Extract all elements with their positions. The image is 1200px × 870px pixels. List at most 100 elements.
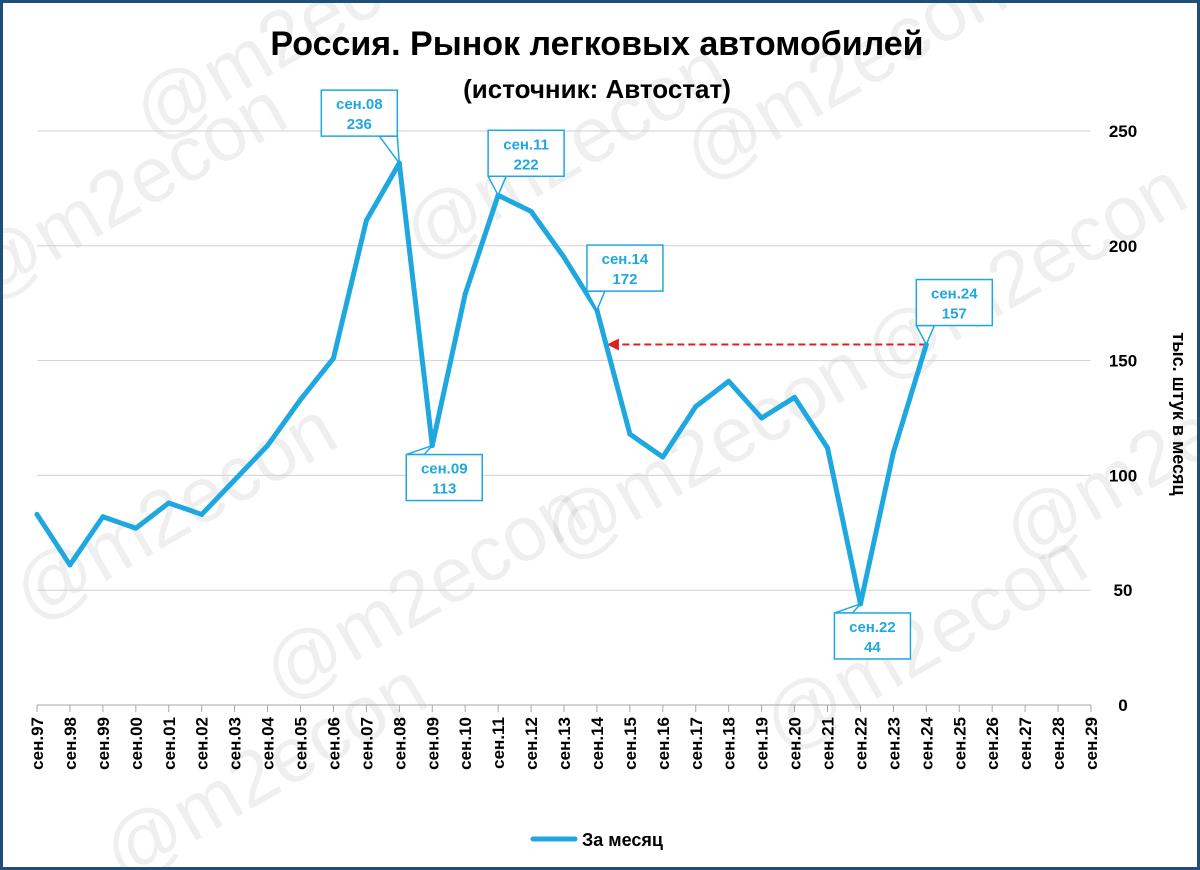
y-tick-label: 150	[1109, 352, 1137, 371]
x-tick-label: сен.20	[786, 717, 805, 770]
data-point	[462, 291, 468, 297]
x-tick-label: сен.99	[94, 717, 113, 770]
x-tick-label: сен.29	[1082, 717, 1101, 770]
series-line-za-mesyats	[34, 160, 929, 607]
data-point	[561, 254, 567, 260]
y-tick-label: 100	[1109, 466, 1137, 485]
x-tick-label: сен.16	[654, 717, 673, 770]
x-tick-label: сен.26	[983, 717, 1002, 770]
data-point	[825, 445, 830, 451]
callout-pointer	[378, 135, 401, 164]
chart-title: Россия. Рынок легковых автомобилей	[270, 25, 923, 63]
y-axis-tick-labels: 0 50 100 150 200 250	[1109, 122, 1137, 715]
callout-сен-24: сен.24 157	[915, 278, 994, 346]
y-axis-title: тыс. штук в месяц	[1169, 332, 1189, 495]
chart-subtitle: (источник: Автостат)	[463, 74, 731, 104]
callout-box	[405, 453, 483, 502]
data-point	[166, 500, 172, 506]
x-tick-label: сен.27	[1016, 717, 1035, 770]
x-tick-label: сен.24	[917, 716, 936, 769]
callout-layer: сен.08236сен.09113сен.11222сен.14172сен.…	[320, 89, 994, 660]
y-tick-label: 0	[1118, 696, 1127, 715]
x-tick-label: сен.98	[61, 717, 80, 770]
data-point	[330, 355, 336, 361]
callout-value: 222	[514, 156, 539, 173]
callout-сен-11: сен.11 222	[487, 129, 565, 197]
reference-arrow-head	[606, 338, 619, 351]
callout-box	[833, 612, 912, 660]
x-tick-label: сен.03	[226, 717, 245, 770]
x-tick-label: сен.22	[851, 717, 870, 770]
x-tick-label: сен.97	[28, 717, 47, 770]
line-chart: @m2econ@m2econ@m2econ@m2econ@m2econ@m2ec…	[3, 3, 1197, 867]
callout-box	[320, 89, 399, 137]
x-tick-label: сен.01	[160, 717, 179, 770]
callout-label: сен.08	[336, 96, 383, 113]
callout-box	[586, 244, 664, 292]
callout-value: 172	[612, 271, 637, 288]
data-point	[726, 378, 732, 384]
x-tick-label: сен.06	[324, 717, 343, 770]
x-tick-label: сен.11	[489, 717, 508, 769]
callout-value: 113	[432, 481, 456, 498]
callout-pointer	[833, 603, 862, 614]
watermark-text: @m2econ	[988, 323, 1198, 578]
x-tick-label: сен.02	[193, 717, 212, 770]
data-point	[265, 443, 271, 449]
y-tick-label: 50	[1114, 581, 1133, 600]
x-tick-label: сен.28	[1049, 717, 1068, 770]
x-tick-label: сен.19	[753, 717, 772, 770]
callout-label: сен.14	[602, 251, 649, 268]
x-tick-label: сен.04	[259, 716, 278, 769]
x-tick-label: сен.18	[720, 717, 739, 770]
data-point	[100, 514, 106, 520]
y-tick-label: 250	[1109, 122, 1137, 141]
callout-box	[487, 129, 565, 178]
data-point	[528, 208, 534, 214]
callout-pointer	[405, 444, 433, 456]
data-point	[693, 404, 699, 410]
callout-box	[915, 278, 994, 327]
x-tick-label: сен.13	[555, 717, 574, 770]
callout-сен-22: сен.22 44	[833, 603, 912, 660]
x-tick-label: сен.25	[950, 717, 969, 770]
callout-сен-14: сен.14 172	[586, 244, 664, 311]
legend: За месяц	[530, 830, 663, 850]
data-point	[759, 415, 765, 421]
x-tick-label: сен.08	[390, 717, 409, 770]
callout-label: сен.22	[849, 619, 896, 636]
callout-value: 44	[864, 639, 881, 656]
callout-label: сен.11	[503, 136, 549, 153]
x-tick-label: сен.00	[127, 717, 146, 770]
callout-label: сен.09	[421, 461, 468, 478]
x-axis: сен.97 сен.98 сен.99 сен.00 сен.01 сен.02 сен.…	[28, 704, 1101, 770]
data-point	[627, 431, 633, 437]
data-point	[890, 449, 896, 455]
x-tick-label: сен.05	[292, 717, 311, 770]
data-point	[199, 511, 205, 517]
data-point	[792, 394, 798, 400]
legend-label: За месяц	[582, 830, 663, 850]
data-point	[67, 562, 73, 568]
x-tick-label: сен.07	[357, 717, 376, 770]
data-point	[363, 218, 369, 224]
x-tick-label: сен.10	[456, 717, 475, 770]
x-tick-label: сен.23	[884, 717, 903, 770]
callout-сен-08: сен.08 236	[320, 89, 401, 164]
watermark-text: @m2econ	[3, 383, 350, 638]
data-point	[34, 511, 40, 517]
watermark-text: @m2econ	[848, 143, 1198, 398]
data-point	[660, 454, 666, 460]
data-point	[232, 477, 238, 483]
callout-label: сен.24	[931, 286, 978, 303]
x-tick-label: сен.14	[588, 716, 607, 769]
y-tick-label: 200	[1109, 237, 1137, 256]
data-point	[133, 525, 139, 531]
callout-value: 236	[347, 116, 372, 133]
series-layer	[34, 160, 929, 607]
x-tick-label: сен.21	[819, 717, 838, 770]
x-tick-label: сен.15	[621, 717, 640, 770]
x-tick-label: сен.17	[687, 717, 706, 770]
x-tick-label: сен.12	[522, 717, 541, 770]
